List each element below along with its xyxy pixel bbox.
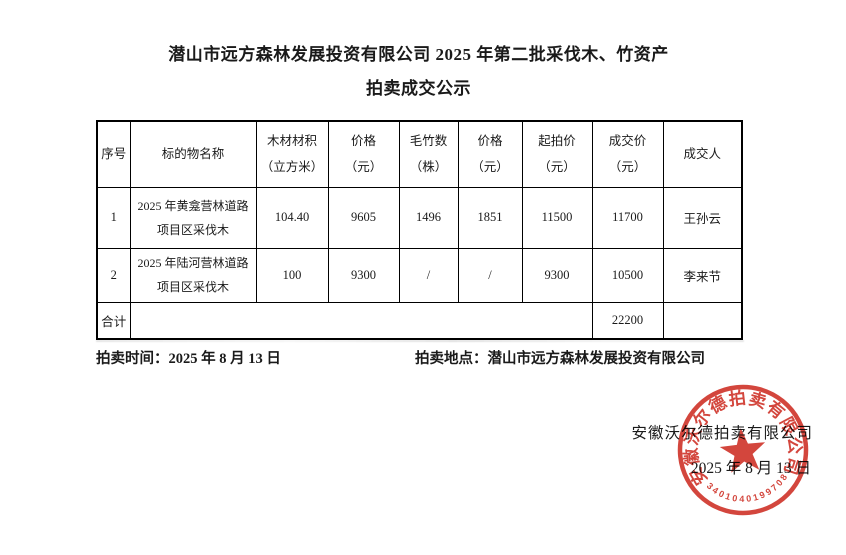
col-header-start-price: 起拍价 （元） <box>521 120 593 188</box>
table-row: 1 2025 年黄龛营林道路项目区采伐木 104.40 9605 1496 18… <box>96 186 743 249</box>
cell-wood-price: 9300 <box>327 247 400 303</box>
cell-deal-price: 11700 <box>591 186 664 249</box>
cell-bamboo-price: / <box>457 247 523 303</box>
total-empty-span <box>129 301 593 340</box>
header-label: 毛竹数 <box>409 134 448 149</box>
col-header-seq: 序号 <box>96 120 131 188</box>
signature-date: 2025 年 8 月 13 日 <box>690 460 811 477</box>
auction-time: 拍卖时间：2025 年 8 月 13 日 <box>96 351 281 367</box>
cell-buyer: 李来节 <box>662 247 743 303</box>
total-row: 合计 22200 <box>96 301 743 340</box>
cell-wood-price: 9605 <box>327 186 400 249</box>
col-header-buyer: 成交人 <box>662 120 743 188</box>
cell-seq: 2 <box>96 247 131 303</box>
cell-start-price: 9300 <box>521 247 593 303</box>
auction-place: 拍卖地点：潜山市远方森林发展投资有限公司 <box>415 351 705 367</box>
title-line-1: 潜山市远方森林发展投资有限公司 2025 年第二批采伐木、竹资产 <box>168 45 669 64</box>
header-unit: （元） <box>344 160 383 175</box>
auction-results-table: 序号 标的物名称 木材材积 （立方米） 价格 （元） 毛竹数 （株） 价格 （元） 起拍… <box>96 120 743 340</box>
header-label: 标的物名称 <box>161 147 225 162</box>
header-label: 价格 <box>350 134 376 149</box>
total-deal-price: 22200 <box>591 301 664 340</box>
cell-wood-volume: 100 <box>255 247 329 303</box>
cell-deal-price: 10500 <box>591 247 664 303</box>
header-label: 成交价 <box>608 134 647 149</box>
cell-bamboo-price: 1851 <box>457 186 523 249</box>
cell-lot-name: 2025 年陆河营林道路项目区采伐木 <box>129 247 257 303</box>
auction-info-row: 拍卖时间：2025 年 8 月 13 日 拍卖地点：潜山市远方森林发展投资有限公… <box>96 347 741 367</box>
col-header-bamboo-count: 毛竹数 （株） <box>398 120 459 188</box>
col-header-wood-volume: 木材材积 （立方米） <box>255 120 329 188</box>
col-header-bamboo-price: 价格 （元） <box>457 120 523 188</box>
cell-bamboo-count: 1496 <box>398 186 459 249</box>
title-line-2: 拍卖成交公示 <box>366 79 471 98</box>
scan-artifact-line <box>96 340 744 342</box>
header-label: 木材材积 <box>266 134 317 149</box>
signature-block: 安徽沃尔德拍卖有限公司 2025 年 8 月 13 日 <box>631 424 813 479</box>
header-unit: （元） <box>608 160 647 175</box>
table-row: 2 2025 年陆河营林道路项目区采伐木 100 9300 / / 9300 1… <box>96 247 743 303</box>
cell-lot-name: 2025 年黄龛营林道路项目区采伐木 <box>129 186 257 249</box>
cell-bamboo-count: / <box>398 247 459 303</box>
header-unit: （元） <box>538 160 576 175</box>
header-unit: （株） <box>409 160 448 175</box>
document-title: 潜山市远方森林发展投资有限公司 2025 年第二批采伐木、竹资产 拍卖成交公示 <box>96 38 741 106</box>
col-header-wood-price: 价格 （元） <box>327 120 400 188</box>
cell-start-price: 11500 <box>521 186 593 249</box>
total-buyer-empty <box>662 301 743 340</box>
col-header-name: 标的物名称 <box>129 120 257 188</box>
header-label: 成交人 <box>683 147 721 162</box>
cell-wood-volume: 104.40 <box>255 186 329 249</box>
header-label: 起拍价 <box>538 134 576 149</box>
cell-seq: 1 <box>96 186 131 249</box>
header-label: 价格 <box>477 134 503 149</box>
col-header-deal-price: 成交价 （元） <box>591 120 664 188</box>
cell-buyer: 王孙云 <box>662 186 743 249</box>
header-unit: （立方米） <box>260 160 324 175</box>
total-label: 合计 <box>96 301 131 340</box>
header-unit: （元） <box>471 160 509 175</box>
header-label: 序号 <box>101 147 127 162</box>
signature-company: 安徽沃尔德拍卖有限公司 <box>631 425 813 442</box>
table-header-row: 序号 标的物名称 木材材积 （立方米） 价格 （元） 毛竹数 （株） 价格 （元） 起拍… <box>96 120 743 188</box>
